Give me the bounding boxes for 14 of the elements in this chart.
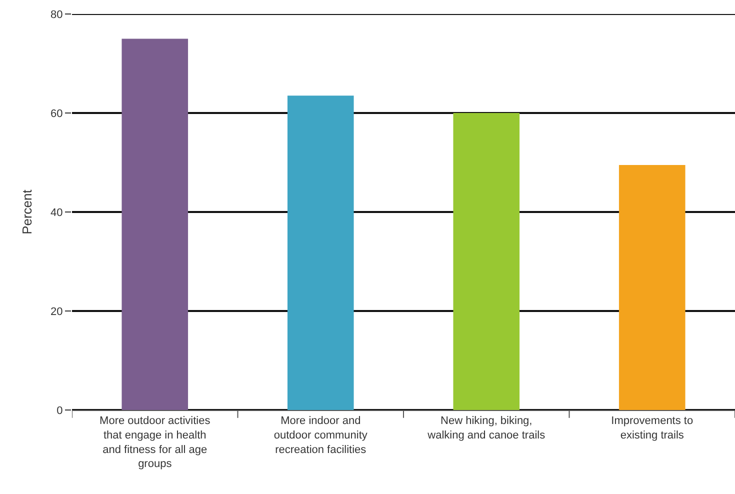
x-tick-label: Improvements to existing trails [611,415,694,442]
bar [453,113,520,410]
y-axis-title: Percent [20,189,34,234]
y-tick-label: 40 [50,206,63,219]
y-tick-label: 80 [50,8,63,21]
bar [287,96,354,410]
x-tick-label: New hiking, biking, walking and canoe trails [426,415,546,442]
y-tick-label: 0 [56,404,63,417]
y-tick-label: 60 [50,108,63,120]
x-tick-label: More outdoor activities that engage in health and fitness for all age groups [100,415,211,470]
y-tick-label: 20 [50,306,63,318]
bar [618,164,686,410]
bar [122,38,188,410]
x-tick-label: More indoor and outdoor community recreation facilities [274,415,368,456]
